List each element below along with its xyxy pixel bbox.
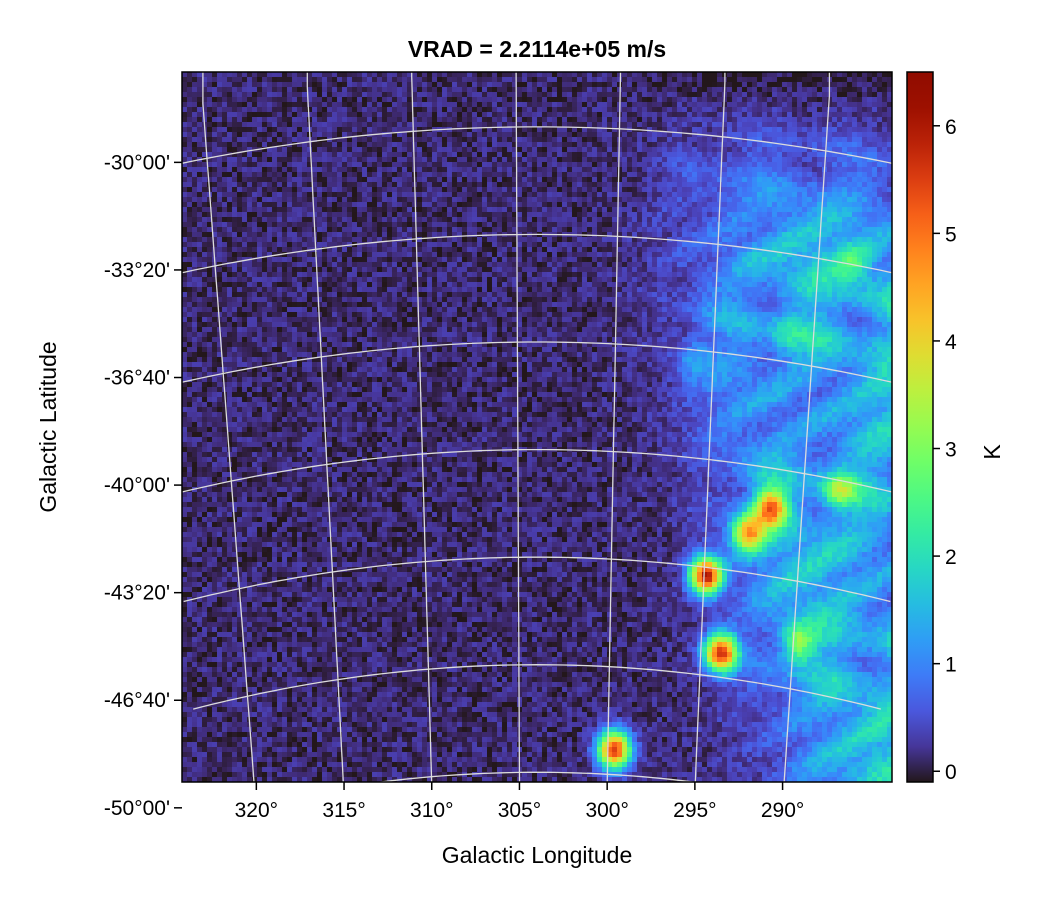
colorbar-bar bbox=[906, 71, 934, 783]
x-tick-label: 300° bbox=[585, 799, 628, 822]
parallel-line bbox=[182, 126, 892, 164]
y-tick-label: -40°00' bbox=[104, 474, 170, 497]
x-axis-ticks: 320° 315° 310° 305° 300° 295° 290° bbox=[235, 782, 804, 822]
colorbar: 0 1 2 3 4 5 6 K bbox=[906, 71, 1005, 784]
y-tick-label: -43°20' bbox=[104, 582, 170, 605]
meridian-line bbox=[515, 72, 521, 782]
plot-area bbox=[181, 71, 893, 783]
parallel-line bbox=[182, 448, 892, 493]
colorbar-ticks: 0 1 2 3 4 5 6 bbox=[933, 116, 957, 784]
y-tick-label: -50°00' bbox=[104, 797, 170, 820]
colorbar-tick-label: 3 bbox=[945, 439, 957, 462]
heatmap-image bbox=[182, 72, 892, 782]
x-tick-label: 290° bbox=[761, 799, 804, 822]
colorbar-tick-label: 2 bbox=[945, 546, 957, 569]
y-tick-label: -30°00' bbox=[104, 151, 170, 174]
x-tick-label: 295° bbox=[673, 799, 716, 822]
y-tick-label: -33°20' bbox=[104, 259, 170, 282]
chart-title: VRAD = 2.2114e+05 m/s bbox=[408, 36, 666, 62]
x-tick-label: 305° bbox=[498, 799, 541, 822]
meridian-line bbox=[606, 72, 622, 782]
colorbar-label: K bbox=[979, 444, 1005, 460]
plot-frame bbox=[181, 71, 893, 783]
meridian-line bbox=[411, 72, 433, 782]
meridian-line bbox=[202, 72, 255, 782]
parallel-line bbox=[183, 556, 891, 603]
parallel-line bbox=[182, 341, 892, 383]
y-axis-label: Galactic Latitude bbox=[35, 341, 61, 512]
x-tick-label: 320° bbox=[235, 799, 278, 822]
parallel-line bbox=[375, 771, 699, 782]
colorbar-tick-label: 5 bbox=[945, 223, 957, 246]
colorbar-tick-label: 4 bbox=[945, 331, 957, 354]
colorbar-tick-label: 0 bbox=[945, 761, 957, 784]
x-axis-label: Galactic Longitude bbox=[442, 842, 633, 868]
y-tick-label: -46°40' bbox=[104, 689, 170, 712]
coordinate-grid bbox=[182, 72, 892, 782]
meridian-line bbox=[306, 72, 344, 782]
x-tick-label: 315° bbox=[322, 799, 365, 822]
y-tick-label: -36°40' bbox=[104, 367, 170, 390]
y-axis-ticks: -30°00' -33°20' -36°40' -40°00' -43°20' -46°4… bbox=[104, 151, 182, 820]
parallel-line bbox=[182, 233, 892, 274]
meridian-line bbox=[694, 72, 726, 782]
colorbar-tick-label: 6 bbox=[945, 116, 957, 139]
x-tick-label: 310° bbox=[410, 799, 453, 822]
colorbar-tick-label: 1 bbox=[945, 654, 957, 677]
parallel-line bbox=[193, 664, 881, 710]
meridian-line bbox=[783, 72, 831, 782]
